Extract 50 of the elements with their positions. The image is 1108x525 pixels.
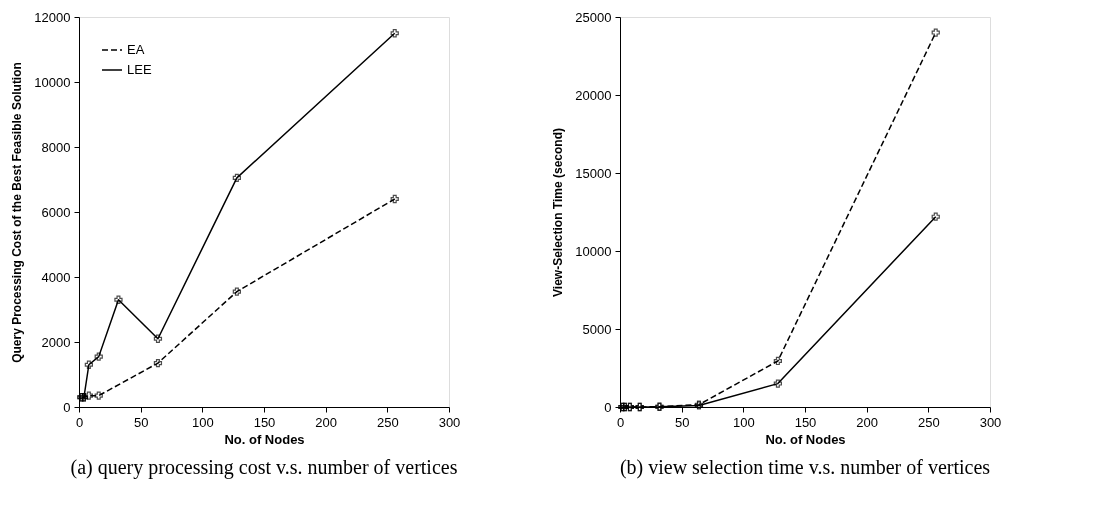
point [114, 295, 123, 304]
point [153, 334, 163, 343]
point [84, 391, 93, 400]
y-tick-label: 10000 [575, 243, 612, 259]
y-tick-label: 8000 [41, 139, 71, 155]
x-axis-title: No. of Nodes [224, 431, 305, 447]
y-tick-label: 12000 [34, 9, 71, 25]
x-tick-label: 200 [856, 414, 879, 430]
x-tick-label: 150 [253, 414, 276, 430]
x-tick-label: 250 [917, 414, 940, 430]
y-tick-label: 15000 [575, 165, 612, 181]
y-tick-label: 4000 [41, 269, 71, 285]
y-tick-label: 25000 [575, 9, 612, 25]
x-tick-label: 50 [133, 414, 149, 430]
y-tick-label: 20000 [575, 87, 612, 103]
x-tick-label: 0 [75, 414, 84, 430]
point [94, 352, 103, 361]
legend-label: EA [127, 42, 145, 57]
x-tick-label: 150 [794, 414, 817, 430]
point [390, 29, 399, 38]
point [931, 28, 940, 37]
x-tick-label: 300 [979, 414, 1002, 430]
x-tick-label: 0 [616, 414, 625, 430]
x-tick-label: 100 [732, 414, 755, 430]
y-tick-label: 0 [63, 399, 71, 415]
y-tick-label: 0 [604, 399, 612, 415]
x-tick-label: 100 [191, 414, 214, 430]
x-tick-label: 50 [674, 414, 690, 430]
point [84, 360, 93, 369]
text: (a) query processing cost v.s. number of vertices [70, 456, 458, 479]
point [390, 194, 399, 204]
point [232, 173, 241, 183]
legend-label: LEE [127, 62, 152, 77]
point [931, 212, 940, 221]
point [94, 391, 103, 400]
y-tick-label: 10000 [34, 74, 71, 90]
y-axis-title: Query Processing Cost of the Best Feasible Solution [10, 62, 25, 363]
x-tick-label: 250 [376, 414, 399, 430]
y-tick-label: 6000 [41, 204, 71, 220]
y-tick-label: 5000 [582, 321, 612, 337]
y-axis-title: View-Selection Time (second) [551, 128, 566, 297]
point [773, 379, 782, 388]
x-tick-label: 300 [438, 414, 461, 430]
point [232, 287, 241, 296]
x-tick-label: 200 [315, 414, 338, 430]
point [153, 358, 163, 368]
point [773, 356, 782, 366]
x-axis-title: No. of Nodes [765, 431, 846, 447]
text: (b) view selection time v.s. number of vertices [619, 456, 991, 479]
y-tick-label: 2000 [41, 334, 71, 350]
